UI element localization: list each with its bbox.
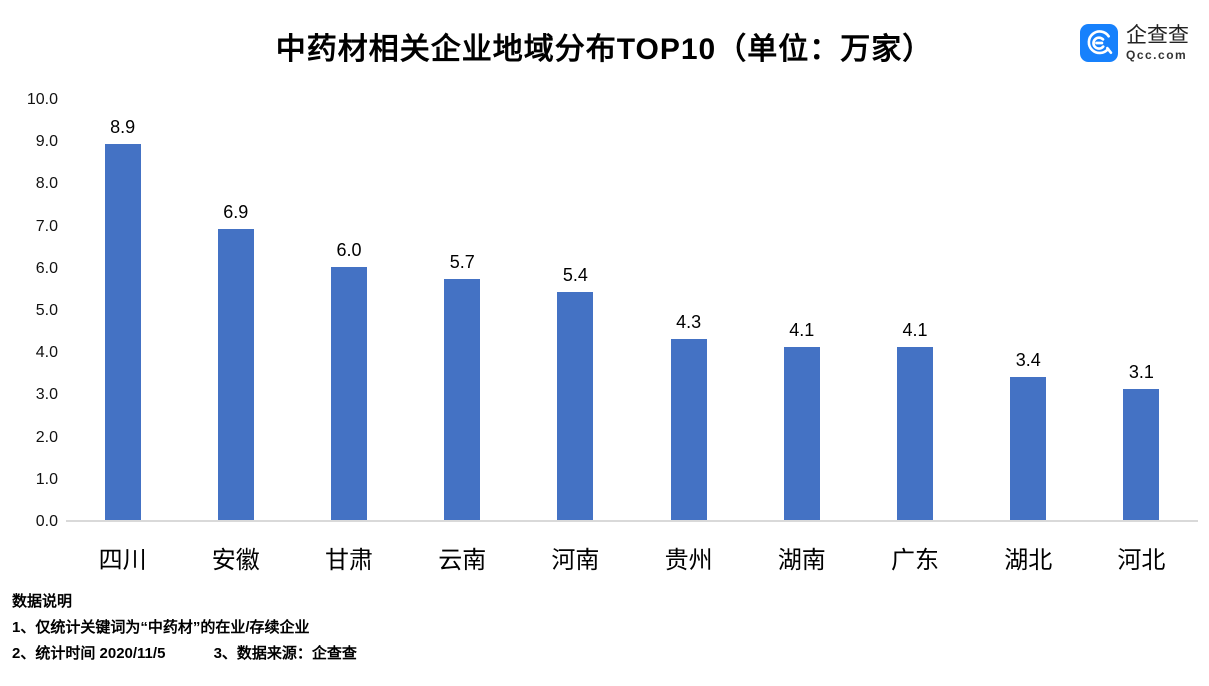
- bar-value-label: 4.1: [902, 319, 928, 340]
- bar-value-label: 8.9: [110, 117, 136, 138]
- x-axis-label: 河北: [1117, 547, 1166, 574]
- bar: [331, 266, 367, 520]
- x-axis-labels: 四川 安徽 甘肃 云南 河南 贵州 湖南 广东 湖北 河北: [66, 540, 1198, 575]
- bar-value-label: 5.4: [562, 265, 588, 286]
- bar-column: 8.9: [66, 100, 179, 520]
- logo-name: 企查查: [1126, 23, 1189, 47]
- bar-value-label: 5.7: [449, 252, 475, 273]
- bar-column: 4.1: [858, 100, 971, 520]
- logo-domain: Qcc.com: [1126, 47, 1188, 62]
- bar: [104, 144, 141, 520]
- x-axis-label: 湖北: [1004, 547, 1053, 574]
- bar-value-label: 4.1: [789, 319, 815, 340]
- x-axis-label: 云南: [438, 547, 487, 574]
- y-axis-tick-label: 9.0: [35, 133, 58, 151]
- qcc-logo: 企查查 Qcc.com: [1080, 24, 1189, 62]
- bar: [1123, 389, 1160, 520]
- x-axis-label: 河南: [551, 547, 600, 574]
- bar-column: 4.3: [632, 100, 745, 520]
- note-stat-time: 2、统计时间 2020/11/5: [12, 645, 166, 662]
- x-axis-label: 安徽: [211, 547, 260, 574]
- x-axis-label: 广东: [891, 547, 940, 574]
- y-axis-tick-label: 5.0: [35, 302, 58, 319]
- chart-title: 中药材相关企业地域分布TOP10（单位：万家）: [275, 33, 934, 66]
- y-axis-tick-label: 3.0: [35, 386, 58, 404]
- y-axis-tick-label: 6.0: [35, 259, 58, 277]
- bar: [897, 346, 934, 520]
- bar-column: 5.7: [406, 100, 519, 520]
- bar: [1010, 376, 1047, 520]
- note-line-1: 1、仅统计关键词为“中药材”的在业/存续企业: [12, 619, 310, 636]
- bar-value-label: 6.9: [223, 201, 249, 222]
- bar-column: 3.4: [972, 100, 1085, 520]
- bar: [217, 228, 254, 520]
- y-axis-tick-label: 10.0: [26, 91, 58, 108]
- bar-chart: 0.0 1.0 2.0 3.0 4.0 5.0 6.0 7.0 8.0 9.0 10.0 8.9 6.…: [0, 91, 1209, 580]
- bar-column: 6.0: [292, 100, 405, 520]
- bar-value-label: 3.4: [1015, 349, 1041, 370]
- bar-column: 6.9: [179, 100, 292, 520]
- y-axis-tick-label: 0.0: [35, 513, 58, 530]
- bar-column: 5.4: [519, 100, 632, 520]
- bar: [783, 346, 820, 520]
- y-axis-tick-label: 4.0: [35, 344, 58, 362]
- y-axis-tick-label: 1.0: [35, 470, 58, 488]
- bar-value-label: 3.1: [1128, 362, 1154, 383]
- bar-value-label: 6.0: [336, 239, 362, 260]
- note-line-2: 2、统计时间 2020/11/5 3、数据来源：企查查: [12, 641, 357, 667]
- bar-column: 4.1: [745, 100, 858, 520]
- bar-column: 3.1: [1085, 100, 1198, 520]
- logo-text-block: 企查查 Qcc.com: [1126, 23, 1189, 62]
- x-axis-label: 湖南: [777, 547, 826, 574]
- bar-value-label: 4.3: [676, 311, 702, 332]
- bar: [557, 292, 594, 520]
- data-notes: 数据说明 1、仅统计关键词为“中药材”的在业/存续企业 2、统计时间 2020/…: [12, 589, 357, 667]
- y-axis-tick-label: 2.0: [35, 428, 58, 446]
- bar: [444, 279, 481, 520]
- bar: [670, 338, 707, 520]
- x-axis-label: 贵州: [664, 547, 713, 574]
- qcc-magnifier-icon: [1080, 24, 1118, 62]
- plot-area: 8.9 6.9 6.0 5.7 5.4 4.3 4.1 4.1 3.4 3.1: [66, 100, 1198, 522]
- x-axis-label: 四川: [98, 547, 147, 574]
- y-axis-tick-label: 7.0: [35, 217, 58, 235]
- note-data-source: 3、数据来源：企查查: [213, 645, 357, 662]
- y-axis-tick-label: 8.0: [35, 175, 58, 193]
- x-axis-label: 甘肃: [325, 547, 373, 574]
- notes-heading: 数据说明: [12, 593, 73, 610]
- y-axis: 0.0 1.0 2.0 3.0 4.0 5.0 6.0 7.0 8.0 9.0 10.0: [0, 91, 58, 530]
